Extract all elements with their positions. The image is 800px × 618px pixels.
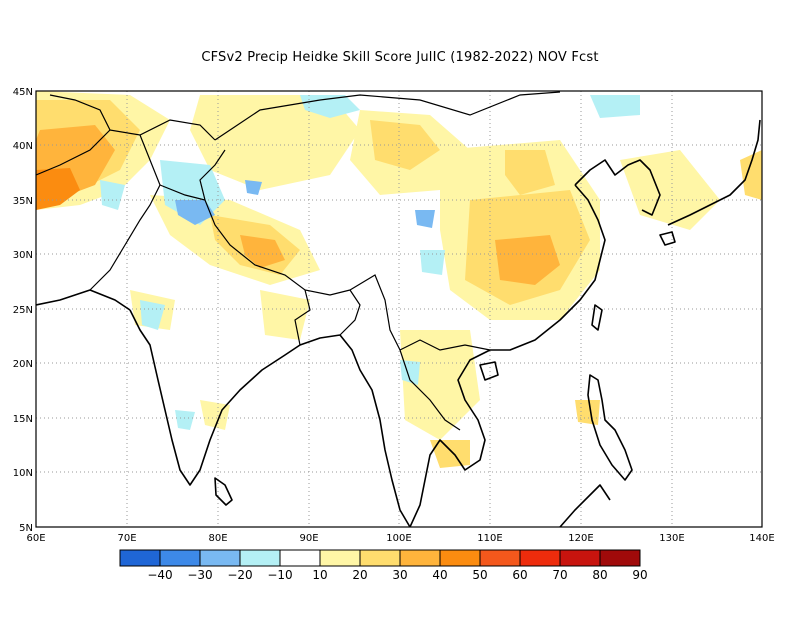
lon-label-90E: 90E	[299, 533, 318, 544]
colorbar-swatch	[119, 549, 161, 567]
colorbar-label: 80	[592, 568, 607, 582]
colorbar-label: 50	[472, 568, 487, 582]
lon-label-60E: 60E	[26, 533, 45, 544]
colorbar-swatch	[199, 549, 241, 567]
map-title: CFSv2 Precip Heidke Skill Score JulIC (1…	[201, 50, 599, 65]
grid-lines	[36, 91, 762, 527]
colorbar-swatch	[159, 549, 201, 567]
colorbar-label: −20	[227, 568, 252, 582]
colorbar-label: −10	[267, 568, 292, 582]
lon-label-70E: 70E	[117, 533, 136, 544]
colorbar-swatch	[439, 549, 481, 567]
colorbar-swatch	[279, 549, 321, 567]
colorbar-swatch	[319, 549, 361, 567]
country-borders	[36, 91, 561, 431]
colorbar-label: 10	[312, 568, 327, 582]
colorbar-label: −40	[147, 568, 172, 582]
map-plot-area	[36, 91, 762, 527]
colorbar-label: −30	[187, 568, 212, 582]
lat-label-45N: 45N	[13, 87, 33, 98]
colorbar-label: 90	[632, 568, 647, 582]
lat-label-15N: 15N	[13, 414, 33, 425]
colorbar: −40 −30 −20 −10 10 20 30 40 50 60 70 80 90	[119, 549, 648, 582]
colorbar-swatch	[239, 549, 281, 567]
lat-label-35N: 35N	[13, 196, 33, 207]
lat-labels: 5N 10N 15N 20N 25N 30N 35N 40N 45N	[13, 87, 33, 534]
lat-label-40N: 40N	[13, 141, 33, 152]
colorbar-label: 40	[432, 568, 447, 582]
skill-shading	[36, 91, 762, 468]
map-frame	[35, 90, 763, 528]
lat-label-25N: 25N	[13, 305, 33, 316]
lon-label-130E: 130E	[659, 533, 684, 544]
colorbar-label: 30	[392, 568, 407, 582]
colorbar-swatch	[519, 549, 561, 567]
colorbar-label: 70	[552, 568, 567, 582]
lat-label-20N: 20N	[13, 359, 33, 370]
lon-label-80E: 80E	[208, 533, 227, 544]
lat-label-10N: 10N	[13, 468, 33, 479]
lat-label-5N: 5N	[19, 523, 33, 534]
lon-labels: 60E 70E 80E 90E 100E 110E 120E 130E 140E	[26, 533, 774, 544]
lon-label-140E: 140E	[749, 533, 774, 544]
coastlines	[36, 119, 761, 527]
colorbar-swatch	[599, 549, 641, 567]
colorbar-swatch	[479, 549, 521, 567]
colorbar-swatch	[359, 549, 401, 567]
colorbar-swatch	[559, 549, 601, 567]
lat-label-30N: 30N	[13, 250, 33, 261]
colorbar-swatch	[399, 549, 441, 567]
colorbar-label: 20	[352, 568, 367, 582]
lon-label-100E: 100E	[386, 533, 411, 544]
colorbar-label: 60	[512, 568, 527, 582]
lon-label-110E: 110E	[477, 533, 502, 544]
lon-label-120E: 120E	[568, 533, 593, 544]
